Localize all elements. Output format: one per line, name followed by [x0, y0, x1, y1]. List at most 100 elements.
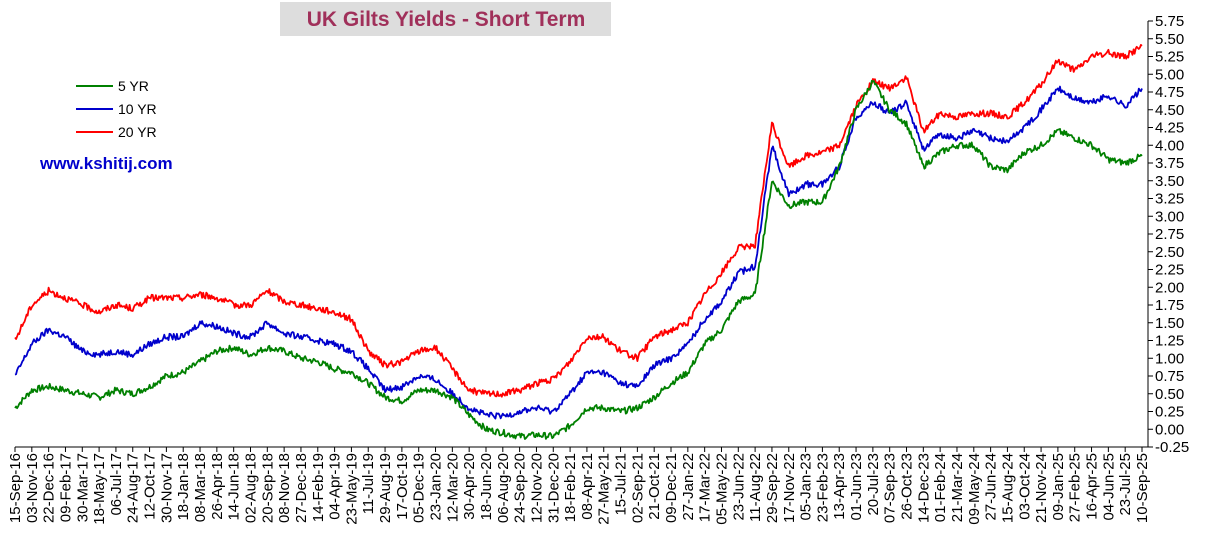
x-tick-label: 29-Sep-22	[764, 453, 781, 523]
x-tick-label: 04-Jun-25	[1100, 453, 1117, 521]
x-tick-label: 30-Mar-17	[74, 453, 91, 522]
x-tick-label: 17-Nov-22	[781, 453, 798, 523]
x-tick-label: 27-May-21	[596, 453, 613, 525]
x-tick-label: 23-May-19	[343, 453, 360, 525]
x-tick-label: 02-Aug-18	[242, 453, 259, 523]
y-tick-label: 3.75	[1155, 155, 1184, 172]
y-tick-label: 4.50	[1155, 102, 1184, 119]
y-tick-label: 0.00	[1155, 421, 1184, 438]
x-ticks: 15-Sep-16 03-Nov-16 22-Dec-16 09-Feb-17 30-M…	[7, 447, 1151, 525]
y-tick-label: 1.75	[1155, 297, 1184, 314]
x-tick-label: 10-Sep-25	[1134, 453, 1151, 523]
x-tick-label: 11-Jul-19	[360, 453, 377, 514]
x-tick-label: 27-Jan-22	[680, 453, 697, 521]
y-ticks: 5.755.505.255.004.754.504.254.003.753.50…	[1148, 13, 1189, 456]
x-tick-label: 18-May-17	[91, 453, 108, 525]
series-line-20-yr	[14, 44, 1143, 398]
x-tick-label: 06-Aug-20	[495, 453, 512, 523]
x-tick-label: 08-Apr-21	[579, 453, 596, 520]
y-tick-label: 3.50	[1155, 173, 1184, 190]
x-tick-label: 12-Mar-20	[444, 453, 461, 522]
x-tick-label: 21-Nov-24	[1033, 453, 1050, 523]
y-tick-label: 4.25	[1155, 120, 1184, 137]
watermark-site: www.kshitij.com	[39, 154, 173, 173]
x-tick-label: 14-Dec-23	[915, 453, 932, 523]
x-tick-label: 15-Jul-21	[613, 453, 630, 516]
x-tick-label: 15-Aug-24	[999, 453, 1016, 523]
x-tick-label: 14-Feb-19	[310, 453, 327, 522]
x-tick-label: 26-Apr-18	[209, 453, 226, 520]
x-tick-label: 27-Jun-24	[983, 453, 1000, 521]
x-tick-label: 02-Sep-21	[629, 453, 646, 523]
x-tick-label: 31-Dec-20	[545, 453, 562, 523]
y-tick-label: 5.50	[1155, 31, 1184, 48]
x-tick-label: 17-Oct-19	[394, 453, 411, 520]
x-tick-label: 08-Mar-18	[192, 453, 209, 522]
x-tick-label: 08-Nov-18	[276, 453, 293, 523]
x-tick-label: 27-Dec-18	[293, 453, 310, 523]
x-tick-label: 29-Aug-19	[377, 453, 394, 523]
x-tick-label: 06-Jul-17	[108, 453, 125, 516]
series-layer	[14, 44, 1143, 440]
x-tick-label: 03-Nov-16	[24, 453, 41, 523]
x-tick-label: 07-Sep-23	[882, 453, 899, 523]
y-tick-label: -0.25	[1155, 439, 1189, 456]
y-tick-label: 5.25	[1155, 49, 1184, 66]
x-tick-label: 24-Sep-20	[512, 453, 529, 523]
x-tick-label: 12-Nov-20	[528, 453, 545, 523]
x-tick-label: 18-Feb-21	[562, 453, 579, 522]
x-tick-label: 24-Aug-17	[125, 453, 142, 523]
x-tick-label: 05-Jan-23	[798, 453, 815, 521]
x-tick-label: 15-Sep-16	[7, 453, 24, 523]
x-tick-label: 20-Sep-18	[259, 453, 276, 523]
x-tick-label: 01-Feb-24	[932, 453, 949, 522]
x-tick-label: 09-Feb-17	[57, 453, 74, 522]
x-tick-label: 09-Jan-25	[1050, 453, 1067, 521]
y-tick-label: 0.25	[1155, 404, 1184, 421]
x-tick-label: 21-Mar-24	[949, 453, 966, 522]
y-tick-label: 2.00	[1155, 279, 1184, 296]
x-tick-label: 04-Apr-19	[327, 453, 344, 520]
x-tick-label: 01-Jun-23	[848, 453, 865, 521]
y-tick-label: 1.25	[1155, 333, 1184, 350]
x-tick-label: 22-Dec-16	[41, 453, 58, 523]
x-tick-label: 09-Dec-21	[663, 453, 680, 523]
y-tick-label: 1.50	[1155, 315, 1184, 332]
legend-label: 20 YR	[118, 124, 157, 140]
title-box	[280, 2, 611, 36]
x-tick-label: 23-Jan-20	[428, 453, 445, 521]
x-tick-label: 05-Dec-19	[411, 453, 428, 523]
x-tick-label: 23-Jul-25	[1117, 453, 1134, 516]
x-tick-label: 13-Apr-23	[831, 453, 848, 520]
y-tick-label: 3.25	[1155, 191, 1184, 208]
x-tick-label: 12-Oct-17	[142, 453, 159, 520]
series-line-5-yr	[14, 79, 1143, 440]
y-tick-label: 5.75	[1155, 13, 1184, 30]
x-tick-label: 21-Oct-21	[646, 453, 663, 520]
x-tick-label: 20-Jul-23	[865, 453, 882, 516]
x-tick-label: 23-Feb-23	[814, 453, 831, 522]
x-tick-label: 18-Jan-18	[175, 453, 192, 521]
y-tick-label: 4.00	[1155, 137, 1184, 154]
series-line-10-yr	[14, 85, 1143, 420]
y-tick-label: 2.75	[1155, 226, 1184, 243]
y-tick-label: 0.50	[1155, 386, 1184, 403]
legend-label: 10 YR	[118, 101, 157, 117]
x-tick-label: 23-Jun-22	[730, 453, 747, 521]
x-tick-label: 14-Jun-18	[226, 453, 243, 521]
chart-title: UK Gilts Yields - Short Term	[307, 8, 586, 31]
x-tick-label: 05-May-22	[713, 453, 730, 525]
legend-label: 5 YR	[118, 78, 149, 94]
x-tick-label: 03-Oct-24	[1016, 453, 1033, 520]
y-tick-label: 3.00	[1155, 208, 1184, 225]
y-tick-label: 2.25	[1155, 262, 1184, 279]
x-tick-label: 30-Nov-17	[158, 453, 175, 523]
x-tick-label: 17-Mar-22	[697, 453, 714, 522]
legend: 5 YR 10 YR 20 YR	[76, 78, 157, 140]
x-tick-label: 26-Oct-23	[899, 453, 916, 520]
y-tick-label: 1.00	[1155, 350, 1184, 367]
y-tick-label: 0.75	[1155, 368, 1184, 385]
x-tick-label: 11-Aug-22	[747, 453, 764, 522]
y-tick-label: 5.00	[1155, 66, 1184, 83]
